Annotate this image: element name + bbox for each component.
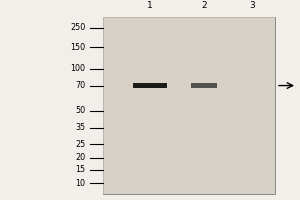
Text: 70: 70 [75, 81, 85, 90]
Text: 20: 20 [75, 153, 85, 162]
Text: 35: 35 [75, 123, 85, 132]
Text: 2: 2 [201, 1, 207, 10]
Bar [103, 17, 274, 194]
Text: 250: 250 [70, 23, 85, 32]
Text: 25: 25 [75, 140, 85, 149]
Text: 100: 100 [70, 64, 86, 73]
Bar [103, 17, 274, 194]
Text: 1: 1 [147, 1, 153, 10]
Text: 3: 3 [249, 1, 255, 10]
Text: 50: 50 [75, 106, 85, 115]
Bar [133, 83, 167, 88]
Text: 10: 10 [76, 179, 85, 188]
Bar [191, 83, 217, 88]
Text: 150: 150 [70, 43, 86, 52]
Text: 15: 15 [75, 165, 85, 174]
